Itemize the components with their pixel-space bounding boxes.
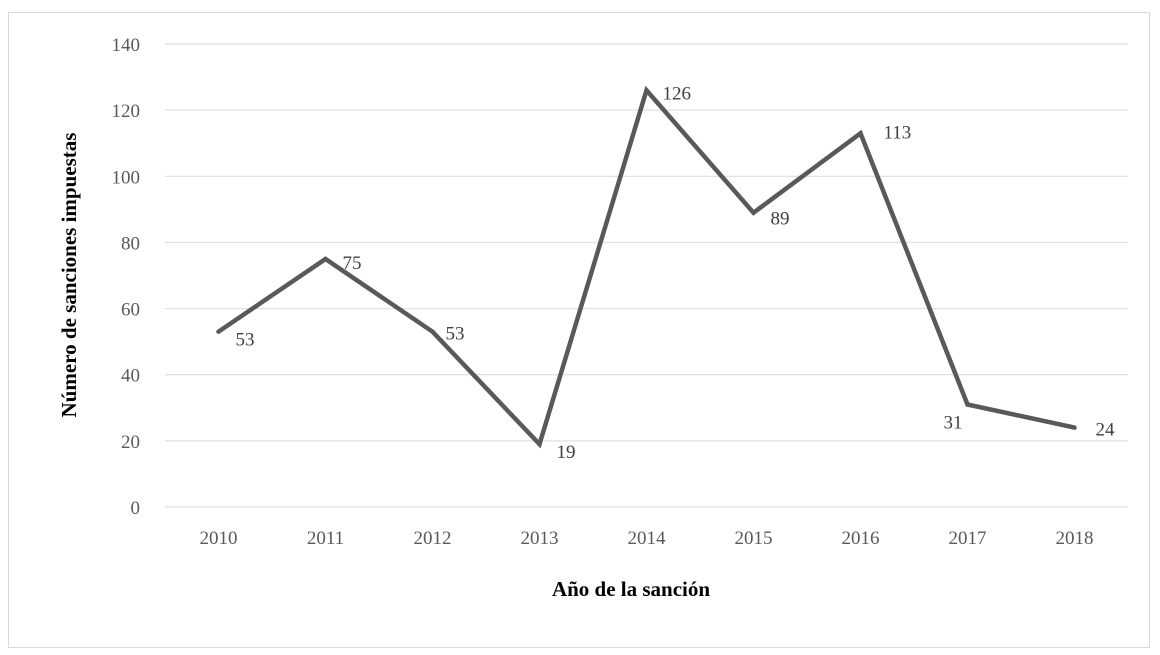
- x-tick-label: 2010: [200, 528, 238, 549]
- data-label: 19: [557, 442, 576, 463]
- data-point: [751, 210, 756, 215]
- x-axis-ticks: 2010 2011 2012 2013 2014 2015 2016 2017 2018: [200, 528, 1094, 549]
- data-label: 53: [236, 330, 255, 351]
- x-tick-label: 2018: [1056, 528, 1094, 549]
- x-axis-title: Año de la sanción: [552, 577, 710, 601]
- x-tick-label: 2011: [307, 528, 344, 549]
- data-point: [430, 329, 435, 334]
- gridlines: [165, 43, 1128, 508]
- x-tick-label: 2013: [521, 528, 559, 549]
- data-label: 126: [663, 83, 692, 104]
- data-label: 31: [944, 412, 963, 433]
- y-tick-label: 80: [121, 233, 140, 254]
- y-tick-label: 120: [112, 101, 141, 122]
- data-point: [537, 441, 542, 447]
- x-tick-label: 2015: [735, 528, 773, 549]
- data-point: [216, 329, 221, 334]
- data-label: 113: [884, 122, 912, 143]
- y-tick-label: 20: [121, 432, 140, 453]
- y-tick-label: 0: [131, 498, 141, 519]
- y-tick-label: 100: [112, 167, 141, 188]
- chart-frame: [8, 12, 1150, 648]
- data-point: [965, 402, 970, 407]
- x-tick-label: 2016: [842, 528, 880, 549]
- data-point: [644, 88, 649, 93]
- data-label: 53: [446, 324, 465, 345]
- y-tick-label: 60: [121, 300, 140, 321]
- data-label: 89: [771, 209, 790, 230]
- data-labels: 53 75 53 19 126 89 113 31 24: [236, 83, 1116, 463]
- series-line-group: [216, 85, 1077, 449]
- y-tick-label: 40: [121, 366, 140, 387]
- data-point: [323, 256, 328, 262]
- x-tick-label: 2012: [414, 528, 452, 549]
- y-axis-ticks: 0 20 40 60 80 100 120 140: [112, 35, 141, 519]
- data-point: [1072, 425, 1077, 430]
- x-tick-label: 2017: [949, 528, 987, 549]
- y-tick-label: 140: [112, 35, 141, 56]
- x-tick-label: 2014: [628, 528, 667, 549]
- data-label: 24: [1096, 420, 1116, 441]
- data-label: 75: [343, 253, 362, 274]
- data-point: [858, 131, 863, 136]
- y-axis-title: Número de sanciones impuestas: [57, 133, 81, 418]
